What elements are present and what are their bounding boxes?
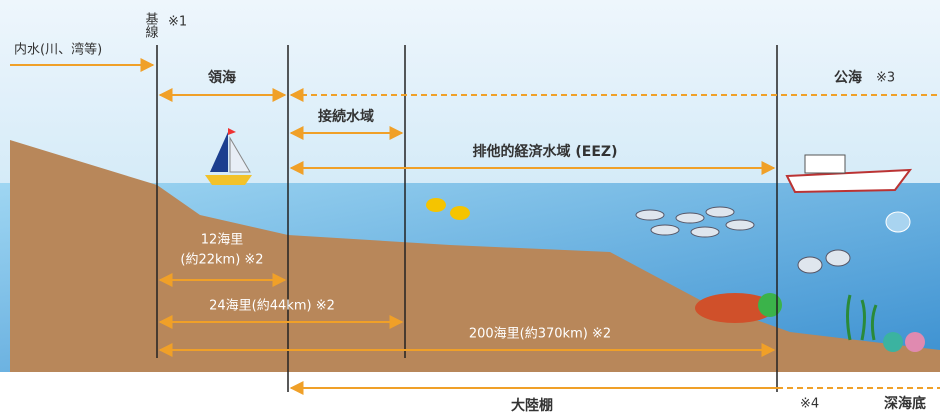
fishing-boat	[785, 154, 913, 194]
label: 排他的経済水域 (EEZ)	[473, 143, 618, 160]
label: 24海里(約44km) ※2	[209, 299, 335, 314]
reef	[695, 293, 925, 352]
label: 基線	[143, 12, 159, 38]
label: 大陸棚	[511, 397, 553, 414]
sky	[0, 0, 940, 183]
label: (約22km) ※2	[180, 253, 263, 268]
label: 内水(川、湾等)	[14, 42, 102, 58]
sailboat	[205, 128, 252, 185]
label: 領海	[208, 69, 236, 86]
label: ※3	[876, 71, 895, 86]
label: 200海里(約370km) ※2	[469, 327, 611, 342]
jellyfish	[885, 211, 911, 233]
label: ※4	[800, 397, 819, 412]
label: 深海底	[884, 395, 926, 412]
ground-bottom	[0, 372, 940, 417]
label: 公海	[834, 69, 862, 86]
label: 12海里	[201, 233, 244, 248]
fish-school	[635, 206, 851, 274]
label: 接続水域	[318, 108, 374, 125]
fish	[426, 198, 470, 220]
label: ※1	[168, 15, 187, 30]
